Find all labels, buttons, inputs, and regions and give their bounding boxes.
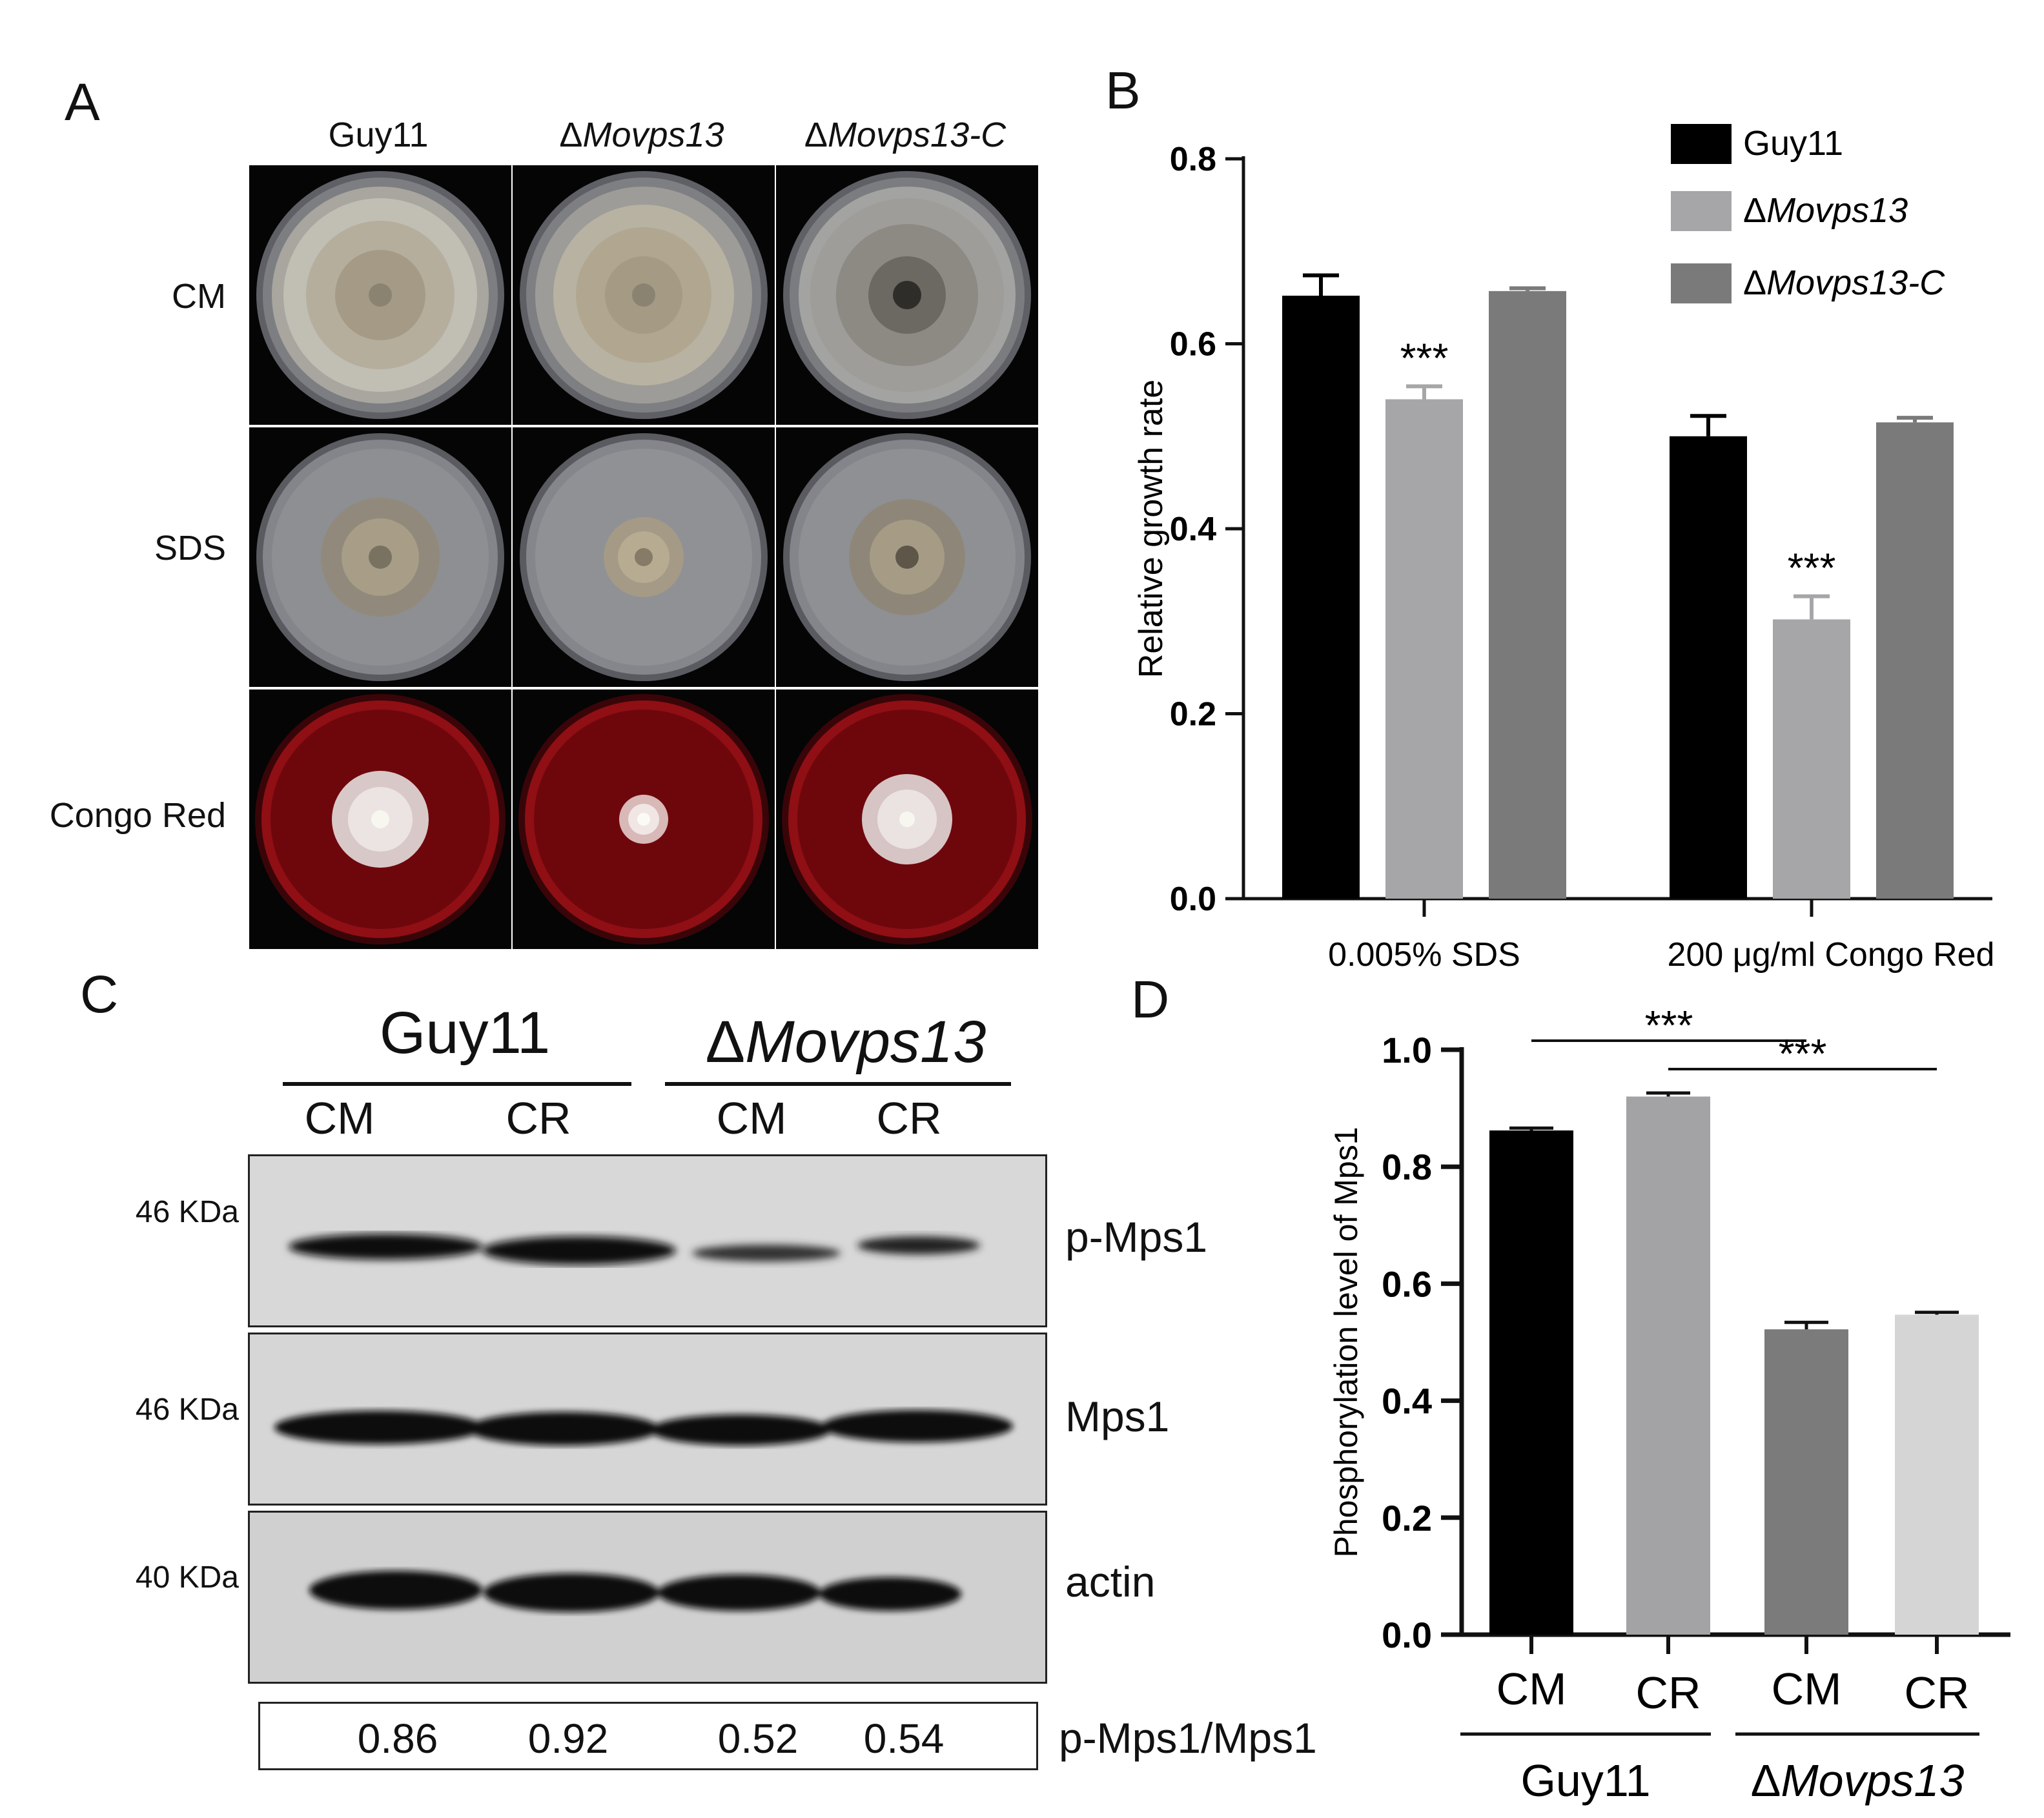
plate-photo-grid [249, 165, 1038, 949]
y-tick-label: 0.6 [1382, 1263, 1432, 1304]
row-label-cm: CM [172, 277, 226, 316]
y-tick-label: 0.8 [1382, 1147, 1432, 1187]
legend-swatch [1671, 263, 1732, 303]
plate-photo [776, 165, 1038, 425]
ratio-value: 0.92 [527, 1715, 609, 1762]
y-tick-label: 0.4 [1170, 511, 1216, 548]
molecular-weight-label: 46 KDa [135, 1195, 239, 1229]
lane-label: CR [506, 1093, 571, 1143]
legend-swatch [1671, 124, 1732, 164]
x-tick-label: CM [1497, 1664, 1567, 1714]
plate-photo [249, 165, 511, 425]
panel-label-d: D [1131, 970, 1170, 1029]
group-label-guy11: Guy11 [379, 1000, 551, 1066]
y-tick-label: 1.0 [1382, 1030, 1432, 1070]
protein-label-p-mps1: p-Mps1 [1065, 1213, 1208, 1261]
plate-photo [776, 427, 1038, 687]
lane-label: CM [304, 1093, 375, 1143]
legend-swatch [1671, 191, 1732, 231]
chart-b: 0.0 0.2 0.4 0.6 0.8 Relative growth rate 0.005… [1132, 124, 1995, 974]
x-tick-label: 0.005% SDS [1328, 936, 1520, 974]
bar [1489, 1130, 1573, 1635]
plate-photo [776, 689, 1038, 949]
significance-marker: *** [1779, 1030, 1827, 1077]
significance-marker: *** [1788, 545, 1836, 591]
western-blot-p-mps1 [248, 1154, 1047, 1327]
ratio-label: p-Mps1/Mps1 [1059, 1714, 1317, 1762]
group-label: Guy11 [1520, 1755, 1650, 1806]
legend-label: ΔMovps13 [1743, 191, 1908, 230]
plate-photo [513, 689, 775, 949]
ratio-value: 0.86 [357, 1715, 438, 1762]
y-axis-label: Phosphorylation level of Mps1 [1328, 1127, 1364, 1557]
bar [1282, 296, 1360, 899]
y-axis-label: Relative growth rate [1132, 380, 1170, 678]
y-tick-label: 0.2 [1382, 1498, 1432, 1538]
bar [1895, 1314, 1979, 1635]
x-tick-label: CM [1772, 1664, 1842, 1714]
western-blot-actin [248, 1511, 1047, 1684]
panel-label-c: C [80, 965, 119, 1024]
ratio-box [258, 1702, 1038, 1770]
ratio-value: 0.54 [863, 1715, 945, 1762]
y-tick-label: 0.8 [1170, 141, 1216, 178]
bar [1489, 291, 1566, 899]
column-header-movps13: ΔMovps13 [559, 116, 724, 154]
plate-photo [249, 427, 511, 687]
panel-label-b: B [1105, 61, 1141, 120]
bar [1876, 422, 1954, 899]
molecular-weight-label: 40 KDa [135, 1560, 239, 1595]
protein-label-mps1: Mps1 [1065, 1393, 1170, 1440]
column-header-movps13-c: ΔMovps13-C [804, 116, 1007, 154]
bar [1773, 619, 1850, 899]
column-header-guy11: Guy11 [328, 116, 429, 154]
x-tick-label: CR [1904, 1668, 1969, 1718]
plate-photo [513, 427, 775, 687]
x-tick-label: CR [1635, 1668, 1701, 1718]
row-label-congo-red: Congo Red [49, 796, 226, 835]
bar [1764, 1329, 1848, 1635]
bar [1626, 1096, 1710, 1635]
y-tick-label: 0.6 [1170, 326, 1216, 363]
y-tick-label: 0.0 [1382, 1615, 1432, 1655]
group-label: ΔMovps13 [1751, 1755, 1965, 1806]
protein-label-actin: actin [1065, 1558, 1156, 1606]
y-tick-label: 0.4 [1382, 1381, 1432, 1422]
y-tick-label: 0.2 [1170, 696, 1216, 733]
group-underline [665, 1082, 1011, 1086]
ratio-value: 0.52 [717, 1715, 799, 1762]
lane-label: CR [876, 1093, 942, 1143]
legend-label: ΔMovps13-C [1743, 263, 1945, 302]
bar [1385, 399, 1463, 899]
group-label-movps13: ΔMovps13 [705, 1009, 986, 1075]
x-tick-label: 200 μg/ml Congo Red [1668, 936, 1995, 974]
group-underline [283, 1082, 631, 1086]
plate-photo [249, 689, 511, 949]
significance-marker: *** [1645, 1002, 1693, 1048]
y-tick-label: 0.0 [1170, 881, 1216, 918]
row-label-sds: SDS [154, 529, 226, 567]
legend-label: Guy11 [1743, 124, 1843, 163]
plate-photo [513, 165, 775, 425]
lane-label: CM [716, 1093, 787, 1143]
panel-label-a: A [65, 73, 100, 132]
significance-marker: *** [1400, 334, 1449, 381]
molecular-weight-label: 46 KDa [135, 1393, 239, 1427]
bar [1670, 436, 1747, 899]
western-blot-mps1 [248, 1333, 1047, 1506]
